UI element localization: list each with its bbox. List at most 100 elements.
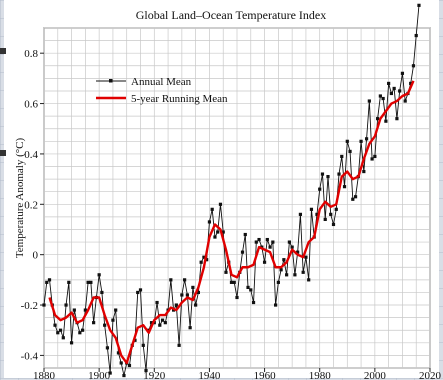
annual-mean-point xyxy=(58,328,63,332)
annual-mean-point xyxy=(398,89,402,93)
annual-mean-point xyxy=(345,139,349,143)
annual-mean-point xyxy=(116,351,121,355)
annual-mean-point xyxy=(276,280,280,284)
annual-mean-point xyxy=(86,280,90,284)
annual-mean-point xyxy=(373,154,377,159)
annual-mean-point xyxy=(89,280,93,284)
annual-mean-point xyxy=(45,280,49,284)
annual-mean-point xyxy=(210,207,214,211)
annual-mean-point xyxy=(42,303,46,307)
annual-mean-point xyxy=(326,174,330,179)
annual-mean-point xyxy=(83,308,87,312)
annual-mean-point xyxy=(403,99,407,103)
annual-mean-point xyxy=(163,321,167,325)
annual-mean-point xyxy=(337,172,341,176)
annual-mean-point xyxy=(235,295,239,300)
annual-mean-point xyxy=(191,285,195,290)
annual-mean-point xyxy=(72,308,76,312)
annual-mean-point xyxy=(409,81,413,86)
annual-mean-point xyxy=(216,230,220,234)
annual-mean-point xyxy=(378,94,382,98)
annual-mean-point xyxy=(64,303,68,307)
annual-mean-point xyxy=(362,169,366,174)
annual-mean-point xyxy=(103,323,107,327)
annual-mean-point xyxy=(67,280,71,284)
annual-mean-point xyxy=(309,207,314,211)
annual-mean-point xyxy=(138,288,143,292)
annual-mean-point xyxy=(229,280,234,284)
annual-mean-point xyxy=(213,235,217,239)
annual-mean-point xyxy=(353,195,358,199)
running-mean-line xyxy=(48,80,415,365)
annual-mean-point xyxy=(185,293,189,297)
annual-mean-point xyxy=(387,81,391,86)
annual-mean-point xyxy=(265,237,269,242)
x-tick-label: 2020 xyxy=(419,370,442,380)
annual-mean-point xyxy=(251,300,256,305)
annual-mean-point xyxy=(315,212,319,216)
legend-annual-label: Annual Mean xyxy=(131,76,192,88)
annual-mean-point xyxy=(274,303,278,307)
series-annual-mean xyxy=(42,3,421,378)
annual-mean-point xyxy=(271,240,275,244)
y-axis-label: Temperature Anomaly (°C) xyxy=(14,138,26,259)
annual-mean-point xyxy=(92,321,96,325)
annual-mean-point xyxy=(348,149,352,154)
annual-mean-point xyxy=(282,258,286,262)
annual-mean-point xyxy=(141,343,145,347)
annual-mean-point xyxy=(207,220,212,224)
annual-mean-point xyxy=(205,258,209,262)
annual-mean-point xyxy=(111,318,115,322)
chart-title: Global Land–Ocean Temperature Index xyxy=(136,8,327,22)
x-tick-label: 1880 xyxy=(33,370,56,380)
annual-mean-point xyxy=(414,33,418,38)
annual-mean-point xyxy=(127,363,132,368)
annual-mean-point xyxy=(202,255,206,259)
annual-mean-point xyxy=(169,278,173,282)
annual-mean-point xyxy=(232,280,236,284)
x-tick-label: 1980 xyxy=(309,370,332,380)
annual-mean-point xyxy=(411,64,416,68)
annual-mean-point xyxy=(183,278,187,282)
annual-mean-point xyxy=(53,323,57,327)
annual-mean-point xyxy=(56,331,60,335)
y-tick-label: -0.2 xyxy=(21,300,38,312)
x-tick-label: 1920 xyxy=(143,370,166,380)
annual-mean-point xyxy=(249,288,253,292)
annual-mean-point xyxy=(81,328,85,332)
annual-mean-point xyxy=(174,303,178,307)
annual-mean-point xyxy=(392,86,396,91)
annual-mean-point xyxy=(78,331,82,335)
y-tick-label: 0.6 xyxy=(24,99,38,111)
legend-annual-marker xyxy=(109,79,113,83)
annual-mean-point xyxy=(221,230,225,234)
annual-mean-point xyxy=(177,343,181,347)
annual-mean-point xyxy=(100,290,104,295)
annual-mean-point xyxy=(69,341,74,345)
annual-mean-point xyxy=(61,336,65,340)
gridlines xyxy=(43,27,431,369)
legend-running-label: 5-year Running Mean xyxy=(131,93,228,105)
annual-mean-point xyxy=(105,346,110,350)
annual-mean-point xyxy=(329,212,333,216)
x-tick-label: 1940 xyxy=(198,370,221,380)
annual-mean-point xyxy=(119,361,123,365)
annual-mean-point xyxy=(262,260,267,264)
legend: Annual Mean 5-year Running Mean xyxy=(96,76,228,105)
annual-mean-point xyxy=(285,273,289,277)
annual-mean-point xyxy=(334,207,338,211)
annual-mean-point xyxy=(279,268,283,272)
annual-mean-point xyxy=(340,154,344,159)
annual-mean-point xyxy=(47,278,52,282)
annual-mean-point xyxy=(114,308,118,312)
annual-mean-point xyxy=(370,157,374,161)
annual-mean-point xyxy=(180,293,184,297)
annual-mean-point xyxy=(196,290,200,295)
x-tick-label: 1900 xyxy=(88,370,111,380)
annual-mean-point xyxy=(158,323,162,327)
annual-mean-point xyxy=(254,240,258,244)
annual-mean-point xyxy=(240,250,245,254)
annual-mean-point xyxy=(376,117,380,121)
